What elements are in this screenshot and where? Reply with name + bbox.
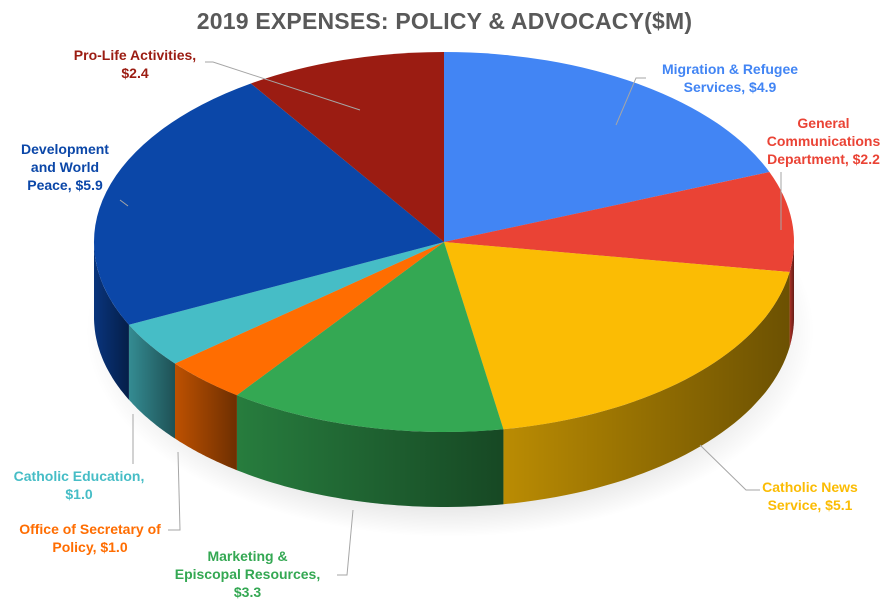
pie-slice-marketing-episcopal-resources[interactable] [236, 242, 504, 432]
leader-line [699, 444, 760, 491]
label-development-world-peace: Development and World Peace, $5.9 [21, 141, 109, 193]
pie-slice-general-communications-department[interactable] [444, 172, 794, 272]
pie-slice-pro-life-activities[interactable] [250, 51, 444, 242]
chart-title: 2019 EXPENSES: POLICY & ADVOCACY($M) [196, 8, 693, 34]
pie-slice-catholic-news-service[interactable] [444, 242, 790, 430]
label-catholic-education: Catholic Education, $1.0 [13, 468, 145, 502]
label-office-secretary-policy: Office of Secretary of Policy, $1.0 [19, 521, 161, 555]
label-general-communications: General Communications Department, $2.2 [766, 115, 881, 167]
leader-line [205, 61, 361, 111]
leader-line [168, 451, 181, 531]
label-catholic-news-service: Catholic News Service, $5.1 [762, 479, 858, 513]
pie-slice-side-shading [503, 272, 790, 505]
pie-slice-side-shading [236, 395, 504, 507]
label-pro-life-activities: Pro-Life Activities, $2.4 [73, 47, 197, 81]
leader-line [337, 509, 354, 576]
pie-slice-catholic-education[interactable] [128, 242, 444, 364]
pie-slice-side-shading [128, 324, 175, 439]
pie-slice-development-and-world-peace[interactable] [93, 83, 444, 325]
label-migration-refugee: Migration & Refugee Services, $4.9 [661, 61, 799, 95]
pie-slice-side-shading [789, 242, 794, 347]
pie-slice-side-shading [94, 242, 129, 400]
pie-slice-migration-refugee-services[interactable] [444, 52, 770, 242]
pie-slice-side-shading [175, 363, 237, 471]
pie-slice-office-of-secretary-of-policy[interactable] [175, 242, 444, 396]
leader-line [615, 77, 646, 126]
label-marketing-episcopal: Marketing & Episcopal Resources, $3.3 [174, 548, 321, 600]
leader-line [119, 199, 129, 207]
